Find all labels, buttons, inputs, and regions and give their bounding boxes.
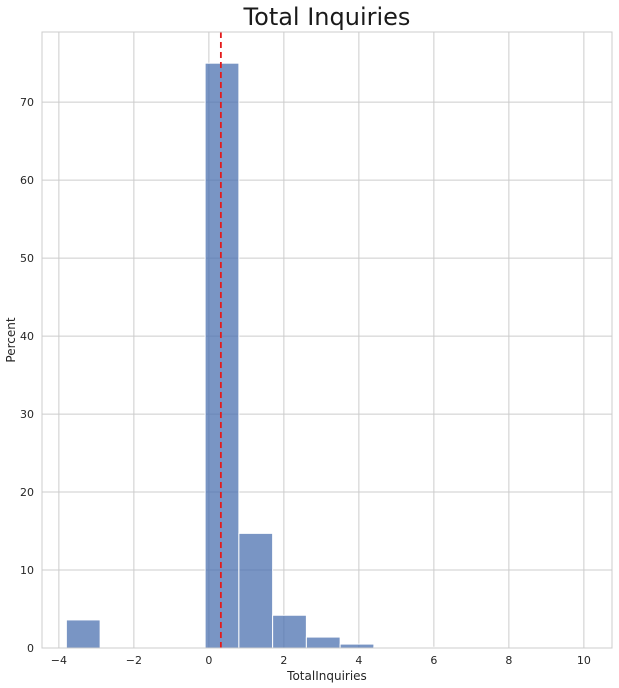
x-axis-label: TotalInquiries: [286, 669, 367, 683]
x-tick-label: 4: [355, 654, 362, 667]
y-tick-label: 10: [20, 564, 34, 577]
y-tick-label: 70: [20, 96, 34, 109]
plot-frame: [41, 31, 613, 649]
chart-title: Total Inquiries: [243, 3, 411, 31]
histogram-bar: [272, 614, 307, 649]
y-tick-label: 30: [20, 408, 34, 421]
grid: [42, 32, 612, 649]
x-tick-label: 0: [205, 654, 212, 667]
x-tick-label: −2: [126, 654, 142, 667]
x-tick-label: −4: [51, 654, 67, 667]
y-tick-label: 20: [20, 486, 34, 499]
y-tick-label: 60: [20, 174, 34, 187]
histogram-bar: [238, 532, 274, 649]
x-tick-label: 2: [280, 654, 287, 667]
y-tick-label: 50: [20, 252, 34, 265]
y-axis-label: Percent: [4, 317, 18, 362]
histogram-bar: [65, 619, 101, 649]
y-tick-label: 40: [20, 330, 34, 343]
y-tick-labels: 0 10 20 30 40 50 60 70: [20, 96, 34, 655]
x-tick-label: 8: [505, 654, 512, 667]
x-tick-label: 6: [430, 654, 437, 667]
x-tick-labels: −4 −2 0 2 4 6 8 10: [51, 654, 591, 667]
bars: [65, 62, 577, 649]
y-tick-label: 0: [27, 642, 34, 655]
histogram-bar: [339, 643, 375, 649]
histogram-bar: [305, 636, 341, 649]
histogram-bar: [204, 62, 240, 649]
x-tick-label: 10: [577, 654, 591, 667]
